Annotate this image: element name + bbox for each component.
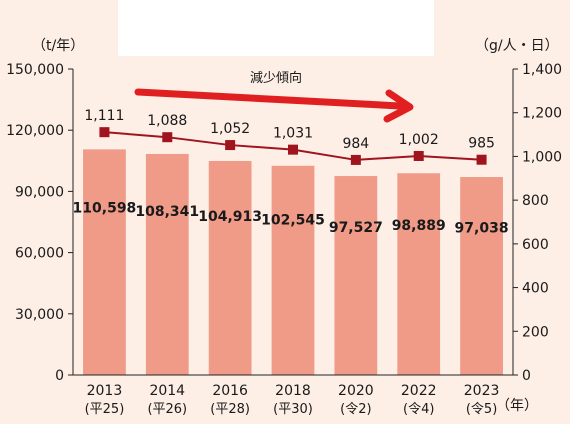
bar-value-label: 102,545 (261, 212, 325, 228)
line-series (99, 127, 487, 165)
line-point-2016 (225, 140, 236, 151)
line-value-label: 984 (342, 136, 369, 152)
right-tick-label: 600 (522, 237, 549, 253)
category-era-label: (令4) (403, 402, 434, 417)
right-tick-label: 1,400 (522, 62, 562, 78)
line-value-label: 1,088 (147, 113, 187, 129)
trend-arrow-head (383, 89, 414, 123)
line-value-label: 1,111 (84, 108, 124, 124)
x-axis-unit: （年） (496, 398, 538, 414)
line-point-2013 (99, 127, 110, 138)
bar-2014 (145, 153, 189, 375)
bar-value-label: 97,527 (329, 220, 383, 236)
line-point-2022 (413, 150, 424, 161)
bar-2020 (334, 176, 378, 375)
right-tick-label: 400 (522, 281, 549, 297)
bar-value-label: 110,598 (73, 201, 137, 217)
category-year-label: 2014 (149, 383, 185, 399)
right-tick-label: 1,000 (522, 149, 562, 165)
category-year-label: 2018 (275, 383, 311, 399)
line-value-label: 1,052 (210, 121, 250, 137)
right-tick-label: 800 (522, 193, 549, 209)
right-tick-label: 0 (522, 368, 531, 384)
category-era-label: (平28) (210, 402, 250, 417)
left-tick-label: 150,000 (6, 62, 64, 78)
line-value-labels: 1,111 1,088 1,052 1,031 984 1,002 985 (84, 108, 495, 152)
category-era-label: (平30) (273, 402, 313, 417)
category-year-label: 2023 (464, 383, 500, 399)
line-point-2018 (288, 144, 298, 155)
title-blank-area (118, 0, 434, 56)
category-year-label: 2013 (87, 383, 123, 399)
line-value-label: 985 (468, 136, 495, 152)
bar-series (83, 149, 503, 375)
right-axis-unit: （g/人・日） (475, 38, 559, 54)
category-era-label: (令5) (466, 402, 497, 417)
line-value-label: 1,002 (399, 132, 439, 148)
bar-2016 (208, 160, 252, 375)
left-tick-label: 30,000 (15, 307, 64, 323)
category-year-label: 2016 (212, 383, 248, 399)
left-tick-label: 0 (55, 368, 64, 384)
bar-value-label: 104,913 (198, 209, 262, 225)
line-point-2023 (476, 154, 487, 165)
category-labels: 2013 (平25) 2014 (平26) 2016 (平28) 2018 (平30) 2020… (85, 383, 500, 417)
trend-label: 減少傾向 (250, 70, 302, 86)
category-year-label: 2022 (401, 383, 437, 399)
category-era-label: (令2) (340, 402, 371, 417)
right-axis-ticks: 0 200 400 600 800 1,000 1,200 1,400 (513, 62, 562, 384)
line-value-label: 1,031 (273, 126, 313, 142)
line-point-2020 (350, 154, 361, 165)
bar-2023 (460, 177, 503, 375)
left-axis-unit: （t/年） (32, 38, 84, 54)
bar-value-labels: 110,598 108,341 104,913 102,545 97,527 98,889… (73, 201, 509, 237)
trend-arrow-shaft (134, 88, 404, 110)
line-point-2014 (162, 132, 173, 143)
right-tick-label: 1,200 (522, 106, 562, 122)
left-tick-label: 120,000 (6, 123, 64, 139)
trend-arrow: 減少傾向 (134, 70, 414, 123)
category-year-label: 2020 (338, 383, 374, 399)
category-era-label: (平25) (85, 402, 125, 417)
left-axis-ticks: 0 30,000 60,000 90,000 120,000 150,000 (6, 62, 73, 384)
category-era-label: (平26) (147, 402, 187, 417)
bar-value-label: 97,038 (455, 220, 509, 236)
bar-2013 (83, 149, 126, 375)
left-tick-label: 60,000 (15, 246, 64, 262)
bar-2018 (271, 165, 315, 375)
bar-value-label: 108,341 (135, 204, 199, 220)
right-tick-label: 200 (522, 324, 549, 340)
left-tick-label: 90,000 (15, 184, 64, 200)
bar-value-label: 98,889 (392, 218, 446, 234)
bar-2022 (397, 173, 441, 375)
